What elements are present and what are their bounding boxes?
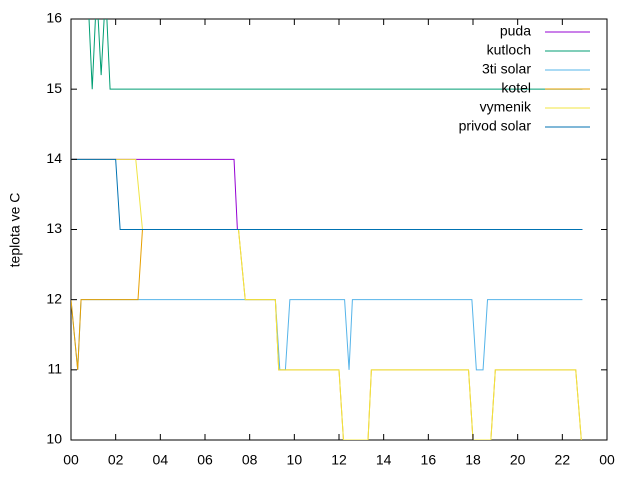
x-tick-label: 06 bbox=[197, 452, 213, 468]
y-tick-label: 11 bbox=[47, 361, 62, 377]
y-axis-label: teplota ve C bbox=[7, 193, 23, 268]
x-tick-label: 08 bbox=[242, 452, 258, 468]
x-tick-label: 12 bbox=[331, 452, 347, 468]
y-tick-label: 15 bbox=[46, 80, 62, 96]
x-tick-label: 10 bbox=[287, 452, 303, 468]
series-line bbox=[71, 158, 583, 230]
y-tick-label: 14 bbox=[46, 150, 62, 166]
x-tick-label: 16 bbox=[421, 452, 437, 468]
legend-label: 3ti solar bbox=[482, 61, 531, 77]
legend-label: kutloch bbox=[487, 42, 531, 58]
series-line bbox=[71, 158, 583, 230]
x-tick-label: 04 bbox=[153, 452, 169, 468]
legend-label: kotel bbox=[501, 80, 531, 96]
series-line bbox=[71, 229, 582, 440]
y-tick-label: 16 bbox=[46, 10, 62, 26]
x-tick-label: 22 bbox=[555, 452, 571, 468]
legend-label: privod solar bbox=[459, 118, 532, 134]
y-tick-label: 13 bbox=[46, 220, 62, 236]
x-tick-label: 18 bbox=[465, 452, 481, 468]
y-tick-label: 12 bbox=[46, 290, 62, 306]
series-line bbox=[71, 299, 583, 371]
series-line bbox=[88, 19, 583, 90]
x-tick-label: 02 bbox=[108, 452, 124, 468]
y-tick-label: 10 bbox=[46, 431, 62, 447]
x-tick-label: 00 bbox=[63, 452, 79, 468]
x-tick-label: 20 bbox=[510, 452, 526, 468]
legend-label: vymenik bbox=[480, 99, 532, 115]
x-tick-label: 14 bbox=[376, 452, 392, 468]
x-tick-label: 00 bbox=[599, 452, 615, 468]
legend-label: puda bbox=[500, 23, 531, 39]
plot-lines bbox=[71, 19, 583, 440]
